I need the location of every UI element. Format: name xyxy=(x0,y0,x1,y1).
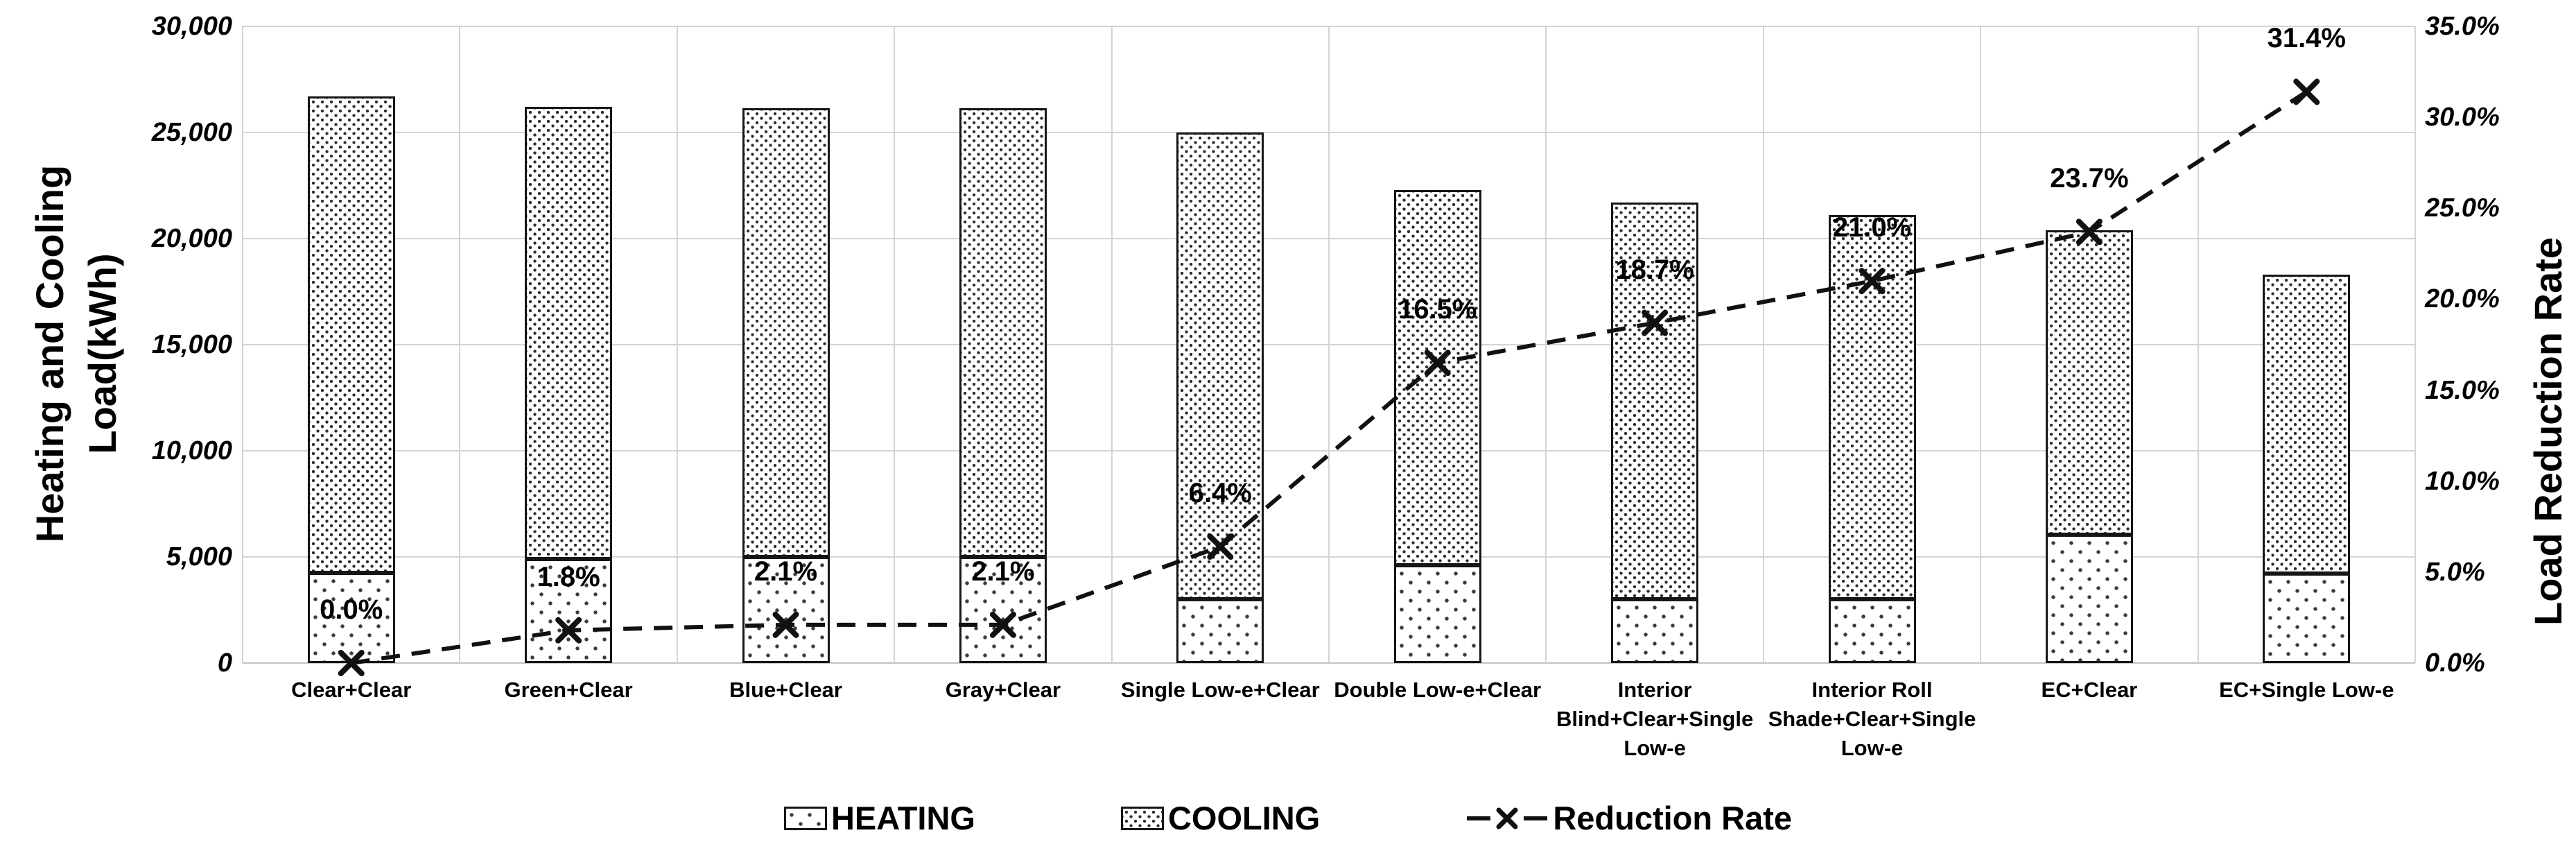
reduction-rate-data-label: 23.7% xyxy=(2050,163,2129,194)
category-label: Interior Roll Shade+Clear+Single Low-e xyxy=(1768,678,1976,760)
gridline-vertical xyxy=(1111,26,1113,663)
legend-cooling-swatch-icon xyxy=(1120,806,1164,830)
legend-label: COOLING xyxy=(1167,800,1321,836)
reduction-rate-data-label: 16.5% xyxy=(1398,294,1477,325)
left-axis-tick: 25,000 xyxy=(151,118,232,147)
gridline-vertical xyxy=(459,26,461,663)
reduction-rate-marker-x xyxy=(2293,78,2320,105)
reduction-rate-data-label: 2.1% xyxy=(754,556,818,587)
bar-heating-segment xyxy=(1611,599,1699,663)
bar-cooling-segment xyxy=(1176,132,1264,600)
category-label: Double Low-e+Clear xyxy=(1334,678,1542,702)
category-label: Blue+Clear xyxy=(729,678,842,702)
category-label: Single Low-e+Clear xyxy=(1120,678,1320,702)
bar-heating-segment xyxy=(1393,565,1481,663)
right-axis-tick: 30.0% xyxy=(2425,103,2500,132)
bar-cooling-segment xyxy=(742,108,830,557)
legend-item: COOLING xyxy=(1120,799,1321,837)
bar-cooling-segment xyxy=(1393,189,1481,566)
left-axis-tick: 20,000 xyxy=(151,224,232,253)
bar-heating-segment xyxy=(1828,599,1916,663)
gridline-vertical xyxy=(1762,26,1764,663)
reduction-rate-data-label: 31.4% xyxy=(2267,23,2346,54)
bar-heating-segment xyxy=(1176,599,1264,663)
plot-border-vertical xyxy=(242,26,243,663)
right-axis-tick: 35.0% xyxy=(2425,12,2500,41)
gridline-vertical xyxy=(1980,26,1982,663)
legend-label: HEATING xyxy=(830,800,975,836)
reduction-rate-data-label: 2.1% xyxy=(971,556,1035,587)
gridline-vertical xyxy=(894,26,896,663)
category-label: EC+Single Low-e xyxy=(2219,678,2394,702)
category-label: EC+Clear xyxy=(2041,678,2138,702)
bar-cooling-segment xyxy=(1828,215,1916,600)
right-axis-tick: 20.0% xyxy=(2425,284,2500,314)
right-axis-tick: 5.0% xyxy=(2425,557,2485,587)
gridline-vertical xyxy=(2197,26,2199,663)
reduction-rate-data-label: 21.0% xyxy=(1832,212,1912,243)
bar-cooling-segment xyxy=(959,108,1047,557)
reduction-rate-data-label: 18.7% xyxy=(1615,254,1694,285)
right-axis-tick: 0.0% xyxy=(2425,648,2485,678)
bar-cooling-segment xyxy=(2263,275,2351,574)
reduction-rate-data-label: 1.8% xyxy=(537,561,600,592)
plot-border-vertical xyxy=(2414,26,2416,663)
category-label: Clear+Clear xyxy=(291,678,412,702)
legend: HEATING COOLING Reduction Rate xyxy=(0,799,2576,837)
right-axis-tick: 10.0% xyxy=(2425,466,2500,496)
reduction-rate-data-label: 6.4% xyxy=(1188,478,1252,509)
left-axis-tick: 15,000 xyxy=(151,330,232,359)
gridline-vertical xyxy=(1328,26,1330,663)
legend-item: Reduction Rate xyxy=(1465,799,1792,837)
bar-heating-segment xyxy=(2263,574,2351,663)
category-label: Gray+Clear xyxy=(945,678,1061,702)
gridline-vertical xyxy=(676,26,678,663)
legend-dash-x-icon xyxy=(1467,807,1548,829)
legend-heating-swatch-icon xyxy=(783,806,827,830)
bar-cooling-segment xyxy=(525,107,613,560)
left-axis-tick: 0 xyxy=(217,648,232,678)
right-axis-tick: 15.0% xyxy=(2425,375,2500,405)
reduction-rate-data-label: 0.0% xyxy=(320,594,383,625)
bar-cooling-segment xyxy=(2045,230,2133,535)
left-axis-tick: 5,000 xyxy=(166,542,232,571)
bar-cooling-segment xyxy=(307,96,395,573)
bar-heating-segment xyxy=(2045,534,2133,663)
category-label: Green+Clear xyxy=(504,678,633,702)
right-axis-tick: 25.0% xyxy=(2425,194,2500,223)
legend-item: HEATING xyxy=(783,799,975,837)
category-label: Interior Blind+Clear+Single Low-e xyxy=(1556,678,1754,760)
gridline-vertical xyxy=(1545,26,1547,663)
left-axis-title-line1: Heating and Cooling xyxy=(28,164,71,543)
left-axis-tick: 10,000 xyxy=(151,436,232,465)
legend-label: Reduction Rate xyxy=(1553,800,1793,836)
left-axis-tick: 30,000 xyxy=(151,12,232,41)
